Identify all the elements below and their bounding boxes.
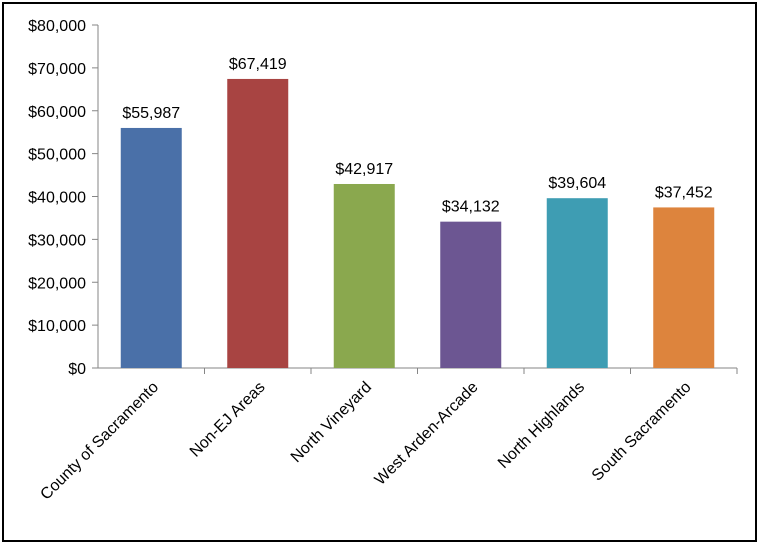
bar — [546, 198, 608, 368]
data-label: $34,132 — [442, 199, 500, 216]
data-labels: $55,987 $67,419 $42,917 $34,132 $39,604 $37,4… — [122, 56, 712, 216]
bar-series — [120, 78, 715, 368]
data-label: $42,917 — [335, 161, 393, 178]
x-tick-label: North Highlands — [495, 379, 588, 472]
x-axis-ticks: County of Sacramento Non-EJ Areas North Vi… — [37, 368, 738, 504]
y-tick-label: $10,000 — [28, 318, 86, 335]
y-tick-label: $50,000 — [28, 147, 86, 164]
bar — [440, 221, 502, 368]
data-label: $55,987 — [122, 105, 180, 122]
y-tick-label: $60,000 — [28, 104, 86, 121]
y-tick-label: $40,000 — [28, 190, 86, 207]
x-tick-label: North Vineyard — [288, 379, 375, 466]
data-label: $37,452 — [655, 184, 713, 201]
y-tick-label: $20,000 — [28, 275, 86, 292]
y-tick-label: $30,000 — [28, 232, 86, 249]
y-axis-ticks: $0 $10,000 $20,000 $30,000 $40,000 $50,000 $60… — [28, 18, 98, 378]
x-tick-label: South Sacramento — [589, 379, 695, 485]
x-tick-label: West Arden-Arcade — [372, 379, 482, 489]
x-tick-label: County of Sacramento — [37, 379, 162, 504]
y-tick-label: $0 — [68, 361, 86, 378]
y-tick-label: $70,000 — [28, 61, 86, 78]
bar — [227, 78, 289, 368]
data-label: $39,604 — [548, 175, 606, 192]
bar — [120, 127, 182, 368]
y-tick-label: $80,000 — [28, 18, 86, 35]
bar — [653, 207, 715, 368]
x-tick-label: Non-EJ Areas — [187, 379, 269, 461]
bar — [333, 183, 395, 368]
data-label: $67,419 — [229, 56, 287, 73]
